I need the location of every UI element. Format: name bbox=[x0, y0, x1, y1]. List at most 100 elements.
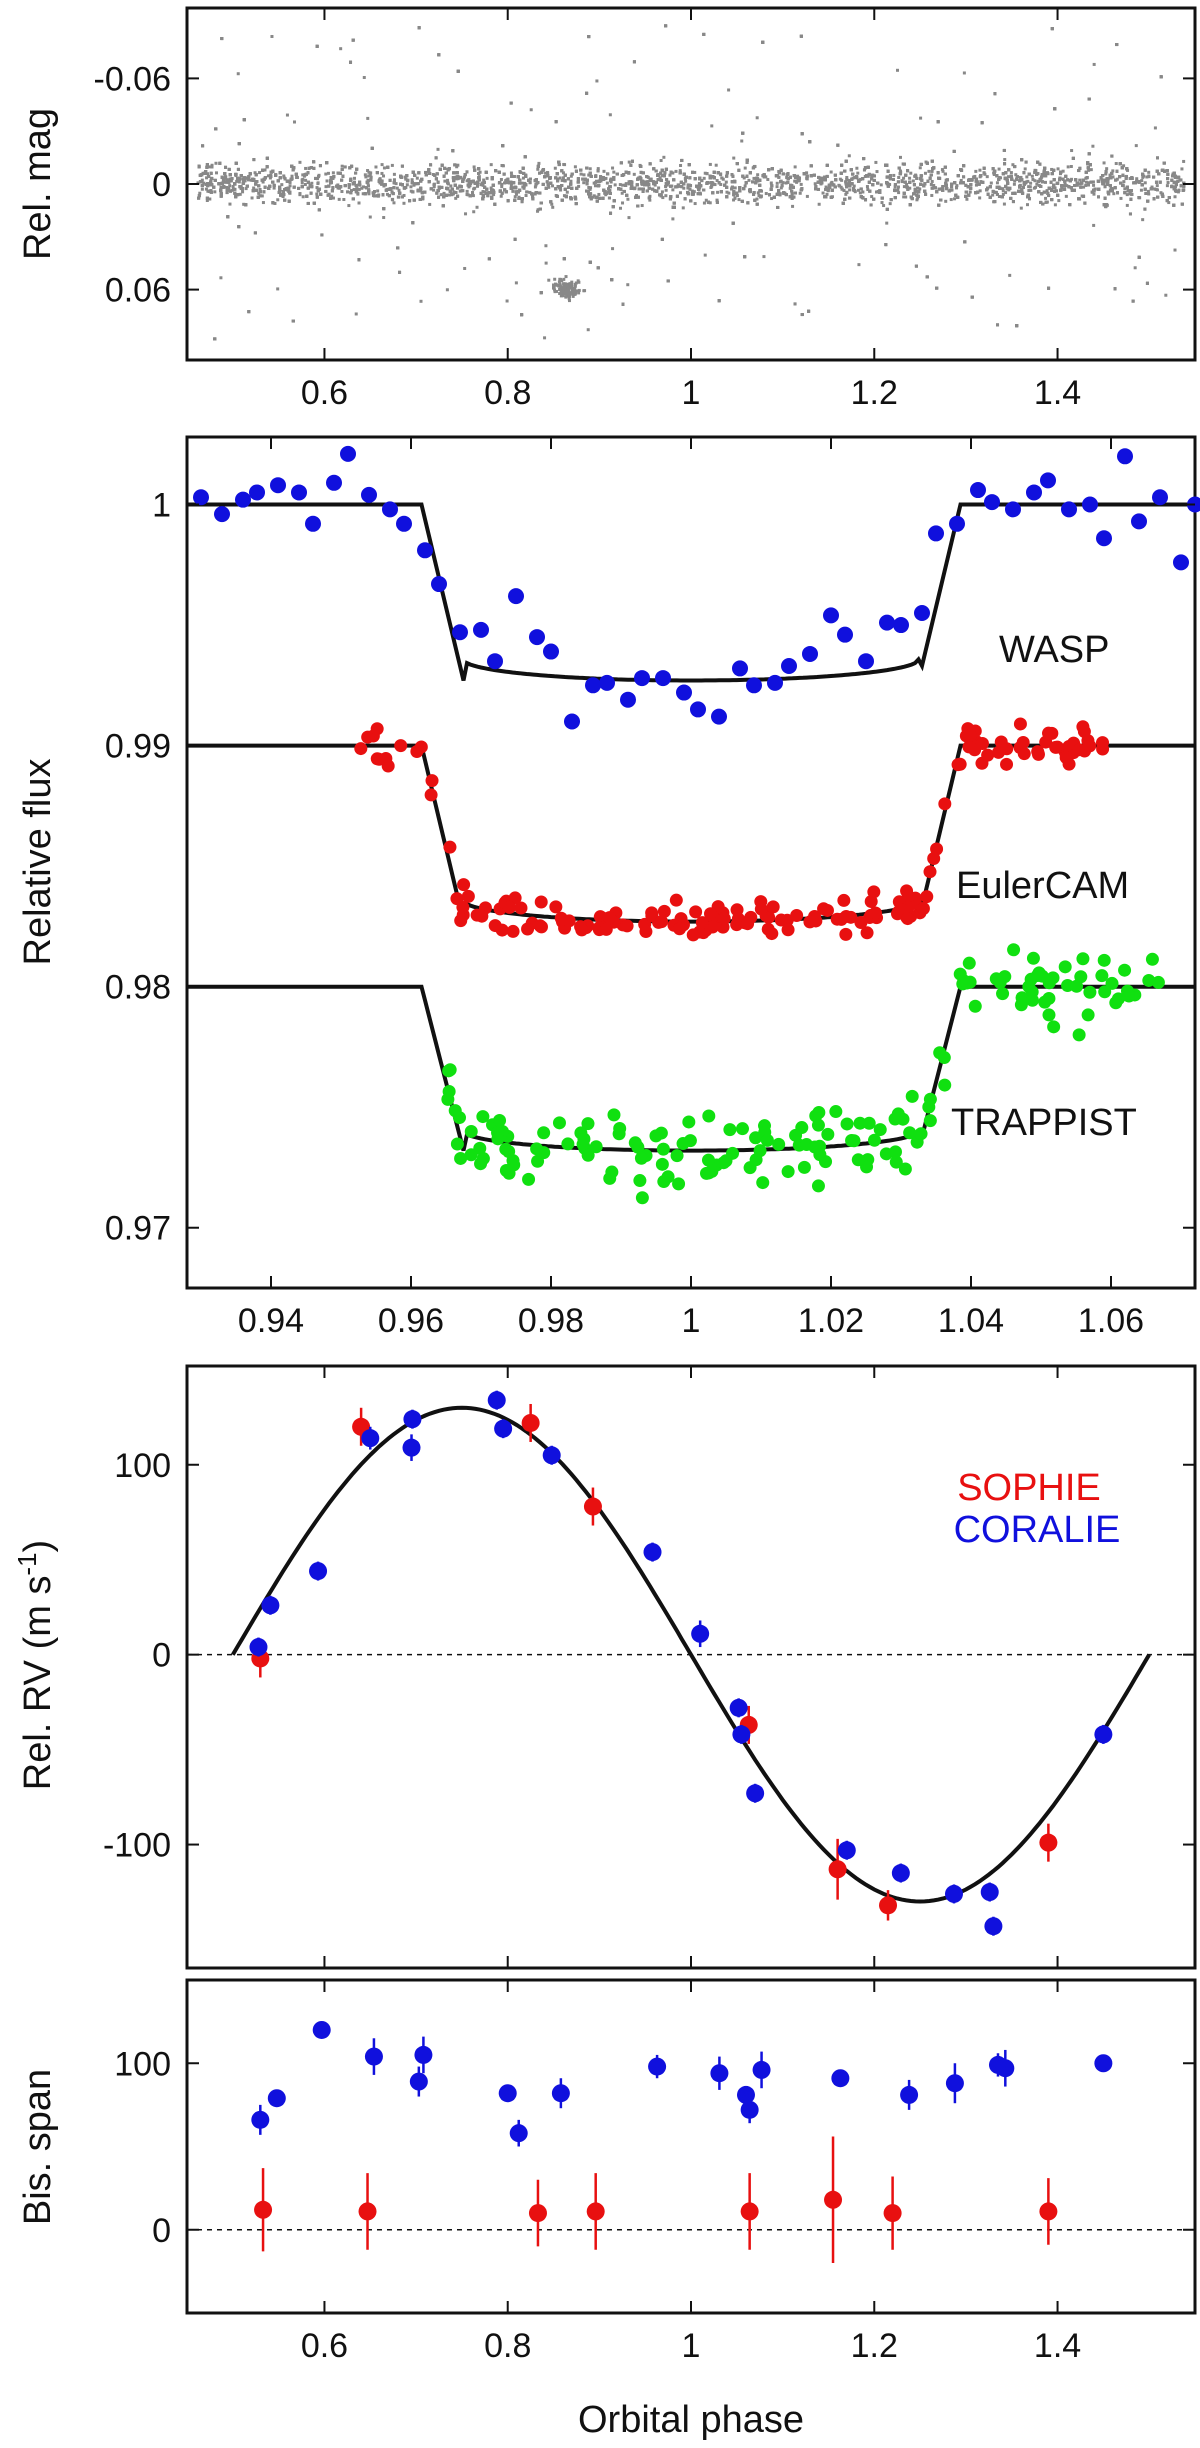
lc-point bbox=[392, 172, 396, 176]
lc-point bbox=[368, 173, 372, 177]
lc-point bbox=[551, 184, 555, 188]
lc-point bbox=[276, 198, 280, 202]
lc-point bbox=[756, 191, 760, 195]
lc-point bbox=[627, 216, 631, 220]
lc-point bbox=[465, 189, 469, 193]
lc-point bbox=[243, 179, 247, 183]
lc-point bbox=[612, 170, 616, 174]
lc-point bbox=[1147, 170, 1151, 174]
lc-point bbox=[446, 178, 450, 182]
lc-point bbox=[845, 175, 849, 179]
lc-point bbox=[851, 186, 855, 190]
lc-point bbox=[888, 182, 892, 186]
lc-point bbox=[978, 168, 982, 172]
lc-point bbox=[402, 201, 406, 205]
lc-point bbox=[651, 180, 655, 184]
lc-point bbox=[1011, 163, 1015, 167]
lc-point bbox=[784, 181, 788, 185]
lc-point bbox=[799, 182, 803, 186]
lc-point bbox=[394, 182, 398, 186]
lc-point bbox=[509, 184, 513, 188]
lc-point bbox=[499, 194, 503, 198]
lc-point bbox=[521, 176, 525, 180]
lc-point bbox=[1089, 168, 1093, 172]
lc-point bbox=[769, 181, 773, 185]
lc-point bbox=[382, 166, 386, 170]
lc-point bbox=[558, 176, 562, 180]
lc-point bbox=[472, 187, 476, 191]
lc-point bbox=[382, 216, 386, 220]
lc-point bbox=[755, 197, 759, 201]
lc-point bbox=[702, 201, 706, 205]
lc-point bbox=[764, 192, 768, 196]
lc-point bbox=[214, 161, 218, 165]
lc-point bbox=[909, 171, 913, 175]
lc-point bbox=[1173, 248, 1177, 252]
lc-point bbox=[545, 180, 549, 184]
lc-point bbox=[588, 195, 592, 199]
lc-point bbox=[596, 167, 600, 171]
lc-point bbox=[777, 175, 781, 179]
lc-point bbox=[855, 166, 859, 170]
lc-point bbox=[331, 171, 335, 175]
lc-point bbox=[1092, 183, 1096, 187]
lc-point bbox=[755, 116, 759, 120]
lc-point bbox=[463, 266, 467, 270]
lc-point bbox=[908, 186, 912, 190]
lc-point bbox=[586, 328, 590, 332]
lc-point bbox=[762, 255, 766, 259]
lc-point bbox=[592, 194, 596, 198]
lc-point bbox=[449, 184, 453, 188]
lc-point bbox=[1053, 203, 1057, 207]
lc-point bbox=[915, 198, 919, 202]
lc-point bbox=[1029, 188, 1033, 192]
lc-point bbox=[253, 171, 257, 175]
lc-point bbox=[369, 171, 373, 175]
lc-point bbox=[237, 180, 241, 184]
lc-point bbox=[1013, 179, 1017, 183]
lc-point bbox=[866, 188, 870, 192]
lc-point bbox=[445, 288, 449, 292]
lc-point bbox=[235, 179, 239, 183]
lc-point bbox=[661, 196, 665, 200]
lc-point bbox=[978, 189, 982, 193]
lc-point bbox=[1065, 184, 1069, 188]
lc-point bbox=[847, 154, 851, 158]
lc-point bbox=[405, 183, 409, 187]
lc-point bbox=[242, 202, 246, 206]
lc-point bbox=[339, 47, 343, 51]
lc-point bbox=[848, 184, 852, 188]
lc-point bbox=[788, 186, 792, 190]
lc-point bbox=[362, 185, 366, 189]
lc-point bbox=[727, 191, 731, 195]
lc-point bbox=[965, 197, 969, 201]
lc-point bbox=[270, 34, 274, 38]
lc-point bbox=[1147, 192, 1151, 196]
lc-point bbox=[703, 253, 707, 257]
lc-point bbox=[968, 190, 972, 194]
lc-point bbox=[390, 163, 394, 167]
lc-point bbox=[593, 184, 597, 188]
lc-point bbox=[236, 72, 240, 76]
lc-point bbox=[930, 193, 934, 197]
lc-point bbox=[1012, 182, 1016, 186]
lc-point bbox=[1030, 174, 1034, 178]
lc-point bbox=[273, 201, 277, 205]
lc-point bbox=[395, 186, 399, 190]
lc-point bbox=[856, 171, 860, 175]
lc-point bbox=[893, 185, 897, 189]
lc-point bbox=[747, 178, 751, 182]
lc-point bbox=[611, 247, 615, 251]
lc-point bbox=[892, 173, 896, 177]
lc-point bbox=[582, 181, 586, 185]
lc-point bbox=[489, 163, 493, 167]
lc-point bbox=[409, 185, 413, 189]
lc-point bbox=[704, 198, 708, 202]
lc-point bbox=[533, 185, 537, 189]
lc-point bbox=[1087, 168, 1091, 172]
lc-point bbox=[639, 187, 643, 191]
lc-point bbox=[995, 181, 999, 185]
lc-points bbox=[196, 24, 1186, 341]
lc-point bbox=[626, 197, 630, 201]
